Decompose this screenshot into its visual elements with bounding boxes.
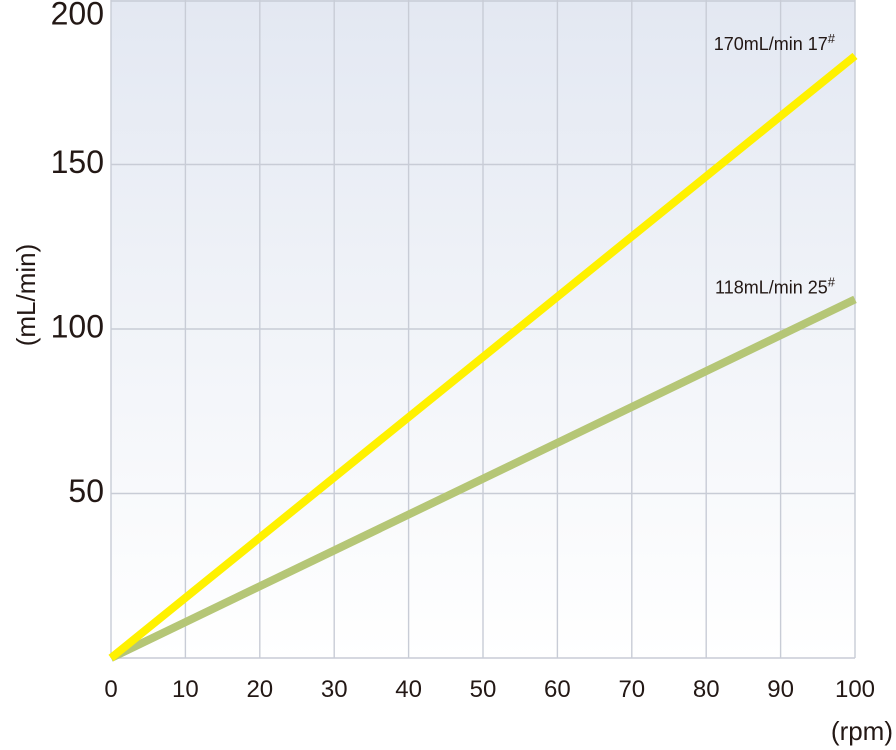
series-label-text: 118mL/min 25: [715, 277, 828, 297]
x-tick-label-90: 90: [767, 676, 794, 703]
series-label-1: 170mL/min 17#: [714, 31, 836, 54]
series-label-2: 118mL/min 25#: [715, 274, 836, 297]
y-tick-label-50: 50: [68, 473, 104, 509]
x-axis-ticks: 0 10 20 30 40 50 60 70 80 90 100: [104, 676, 875, 703]
series-label-superscript: #: [828, 274, 836, 289]
y-tick-label-100: 100: [51, 308, 104, 344]
x-tick-label-80: 80: [693, 676, 720, 703]
x-axis-label: (rpm): [831, 716, 893, 746]
x-tick-label-100: 100: [835, 676, 875, 703]
x-tick-label-0: 0: [104, 676, 117, 703]
x-tick-label-10: 10: [172, 676, 199, 703]
series-line-2: [109, 295, 857, 662]
series-labels: 170mL/min 17#118mL/min 25#: [714, 31, 836, 297]
x-tick-label-50: 50: [470, 676, 497, 703]
y-tick-label-200: 200: [51, 0, 104, 31]
x-tick-label-70: 70: [618, 676, 645, 703]
series-label-text: 170mL/min 17: [714, 34, 828, 54]
y-tick-label-150: 150: [51, 144, 104, 180]
x-tick-label-60: 60: [544, 676, 571, 703]
series-line-1: [108, 52, 858, 662]
x-tick-label-20: 20: [246, 676, 273, 703]
x-tick-label-30: 30: [321, 676, 348, 703]
y-axis-ticks: 50 100 150 200: [51, 0, 104, 509]
y-axis-label: (mL/min): [11, 244, 41, 347]
grid-lines: [110, 0, 856, 659]
x-tick-label-40: 40: [395, 676, 422, 703]
series-lines: [108, 52, 858, 662]
series-label-superscript: #: [828, 31, 836, 46]
